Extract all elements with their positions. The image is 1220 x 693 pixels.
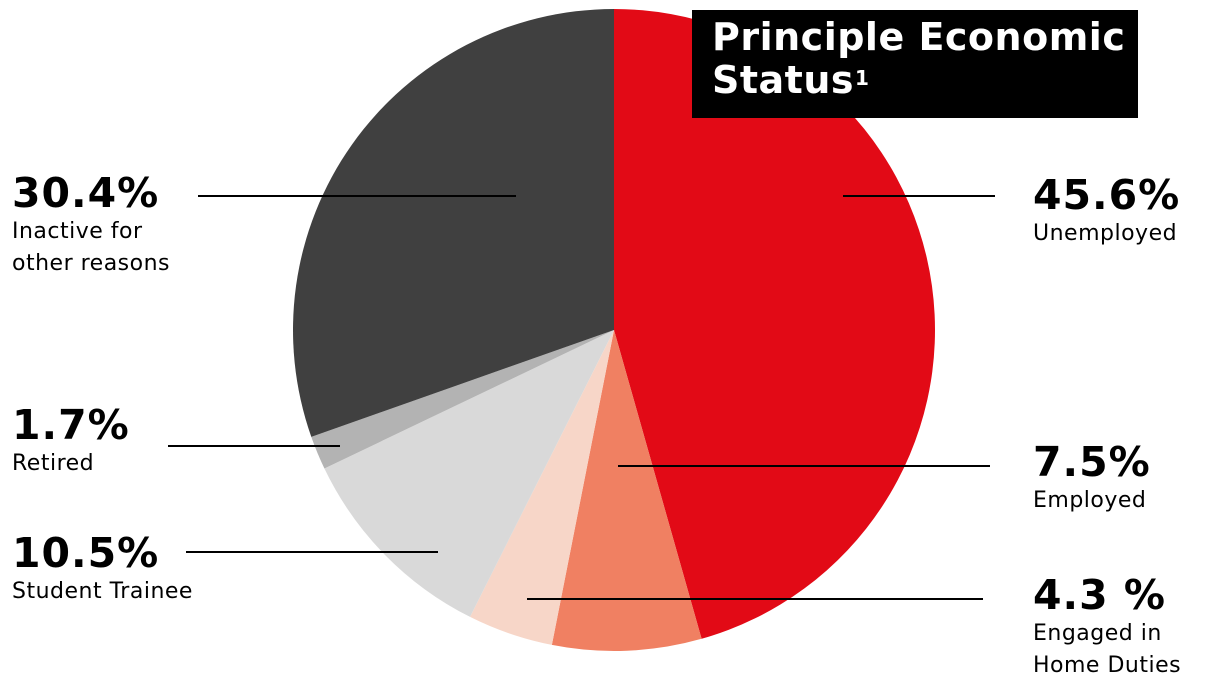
pie-slice-inactive [293,9,614,437]
label-home-duties-desc-2: Home Duties [1033,653,1182,678]
label-home-duties-desc-1: Engaged in [1033,621,1162,646]
label-home-duties-pct: 4.3 % [1033,571,1166,619]
label-employed-desc-1: Employed [1033,488,1147,513]
pie-slice-unemployed [614,9,935,639]
pie-slice-home-duties [470,330,614,645]
label-retired: 1.7% Retired [12,402,130,480]
label-inactive-desc-1: Inactive for [12,219,143,244]
label-retired-desc-1: Retired [12,451,95,476]
label-unemployed: 45.6% Unemployed [1033,172,1180,250]
label-employed-pct: 7.5% [1033,438,1151,486]
pie-slice-employed [551,330,702,651]
label-inactive: 30.4% Inactive for other reasons [12,170,170,280]
label-inactive-desc-2: other reasons [12,251,171,276]
label-student: 10.5% Student Trainee [12,530,193,608]
pie-slice-student [324,330,614,617]
chart-title-text: Principle Economic Status [712,15,1126,102]
label-employed: 7.5% Employed [1033,439,1151,517]
label-student-pct: 10.5% [12,529,160,577]
label-student-desc-1: Student Trainee [12,579,193,604]
pie-slice-retired [311,330,614,469]
label-unemployed-desc-1: Unemployed [1033,221,1178,246]
label-inactive-pct: 30.4% [12,169,160,217]
label-unemployed-pct: 45.6% [1033,171,1181,219]
chart-title-box: Principle Economic Status1 [692,10,1138,118]
label-retired-pct: 1.7% [12,401,130,449]
chart-title: Principle Economic Status1 [712,16,1132,102]
label-home-duties: 4.3 % Engaged in Home Duties [1033,572,1181,682]
title-footnote-marker: 1 [855,66,870,90]
